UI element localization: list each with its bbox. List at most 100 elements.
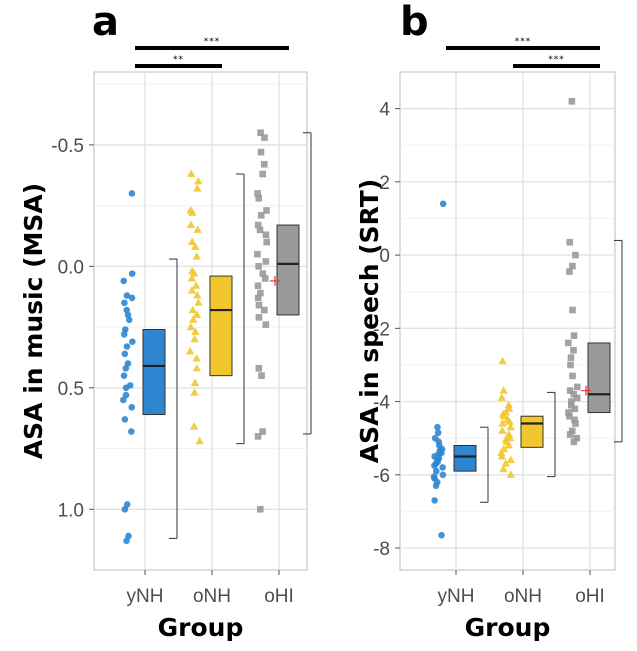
y-tick-label: -8 bbox=[373, 539, 390, 560]
data-point bbox=[570, 346, 577, 354]
plot-area bbox=[93, 71, 308, 571]
data-point bbox=[498, 356, 507, 365]
panel-b: -8 -6 -4 -2 0 2 4 yNH oNH oHI *** *** b Group ASA in s… bbox=[355, 0, 623, 642]
data-point bbox=[263, 207, 270, 214]
y-tick-label: -6 bbox=[373, 466, 390, 487]
data-point bbox=[498, 419, 507, 427]
data-point bbox=[192, 310, 202, 318]
significance-label: ** bbox=[173, 55, 184, 65]
data-point bbox=[254, 250, 261, 258]
data-point bbox=[570, 332, 578, 339]
y-tick-label: -0.5 bbox=[51, 136, 84, 157]
data-point bbox=[568, 398, 575, 405]
box bbox=[276, 224, 300, 316]
data-point bbox=[128, 428, 135, 435]
data-point bbox=[431, 497, 438, 504]
data-point bbox=[194, 176, 203, 185]
data-point bbox=[256, 226, 264, 234]
data-point bbox=[261, 306, 268, 314]
data-point bbox=[434, 429, 442, 436]
data-point bbox=[261, 134, 268, 141]
data-point bbox=[189, 422, 199, 430]
data-point bbox=[573, 394, 581, 402]
data-point bbox=[506, 455, 516, 464]
y-tick-label: -4 bbox=[373, 393, 390, 414]
y-tick-label: 0.5 bbox=[58, 379, 84, 400]
panel-letter: b bbox=[400, 0, 429, 45]
data-point bbox=[566, 268, 573, 275]
data-point bbox=[431, 462, 438, 469]
data-point bbox=[122, 365, 130, 372]
data-point bbox=[566, 238, 574, 246]
data-point bbox=[570, 390, 578, 398]
data-point bbox=[569, 306, 576, 314]
x-tick-label: oHI bbox=[575, 586, 605, 607]
data-point bbox=[438, 531, 445, 539]
data-point bbox=[254, 190, 261, 197]
significance-label: *** bbox=[548, 55, 565, 65]
box bbox=[453, 445, 477, 472]
data-point bbox=[499, 411, 509, 420]
y-tick-label: 0 bbox=[379, 246, 390, 267]
data-point bbox=[185, 346, 195, 355]
significance-label: *** bbox=[515, 37, 532, 47]
data-point bbox=[254, 433, 262, 440]
data-point bbox=[128, 270, 136, 277]
data-point bbox=[188, 305, 197, 314]
data-point bbox=[261, 275, 269, 282]
data-point bbox=[254, 294, 262, 302]
data-point bbox=[122, 384, 130, 392]
data-point bbox=[254, 282, 262, 290]
y-tick-label: 4 bbox=[379, 100, 390, 121]
group-oNH bbox=[185, 169, 245, 445]
data-point bbox=[257, 148, 265, 156]
data-point bbox=[257, 129, 264, 137]
data-point bbox=[192, 363, 202, 372]
data-point bbox=[571, 416, 578, 424]
data-point bbox=[120, 331, 128, 338]
data-point bbox=[122, 391, 130, 399]
data-point bbox=[432, 482, 440, 490]
group-oNH bbox=[497, 356, 556, 478]
data-point bbox=[506, 422, 515, 431]
data-point bbox=[128, 190, 136, 197]
data-point bbox=[257, 289, 264, 297]
data-point bbox=[573, 383, 581, 391]
box bbox=[520, 415, 544, 448]
data-point bbox=[263, 238, 271, 246]
data-point bbox=[121, 299, 128, 307]
x-tick-label: oHI bbox=[264, 586, 294, 607]
data-point bbox=[190, 378, 200, 386]
data-point bbox=[125, 316, 133, 324]
data-point bbox=[123, 343, 131, 350]
data-point bbox=[432, 467, 440, 475]
data-point bbox=[187, 286, 197, 294]
group-yNH bbox=[430, 200, 489, 539]
data-point bbox=[191, 281, 201, 289]
data-point bbox=[255, 301, 263, 309]
data-point bbox=[262, 231, 270, 239]
data-point bbox=[259, 428, 266, 435]
data-point bbox=[188, 315, 198, 323]
y-axis-title: ASA in music (MSA) bbox=[19, 183, 48, 459]
data-point bbox=[120, 372, 128, 379]
data-point bbox=[439, 471, 447, 479]
data-point bbox=[191, 242, 200, 250]
y-tick-label: 2 bbox=[379, 173, 390, 194]
data-point bbox=[498, 426, 507, 434]
data-point bbox=[192, 252, 201, 260]
data-point bbox=[256, 505, 264, 513]
data-point bbox=[497, 448, 506, 456]
box bbox=[209, 275, 233, 377]
data-point bbox=[255, 195, 263, 202]
data-point bbox=[186, 220, 196, 229]
data-point bbox=[195, 436, 204, 445]
y-tick-label: 1.0 bbox=[58, 500, 84, 521]
data-point bbox=[190, 388, 199, 396]
significance-label: *** bbox=[204, 37, 221, 47]
x-axis-title: Group bbox=[465, 613, 551, 642]
data-point bbox=[506, 470, 515, 478]
data-point bbox=[497, 393, 507, 401]
